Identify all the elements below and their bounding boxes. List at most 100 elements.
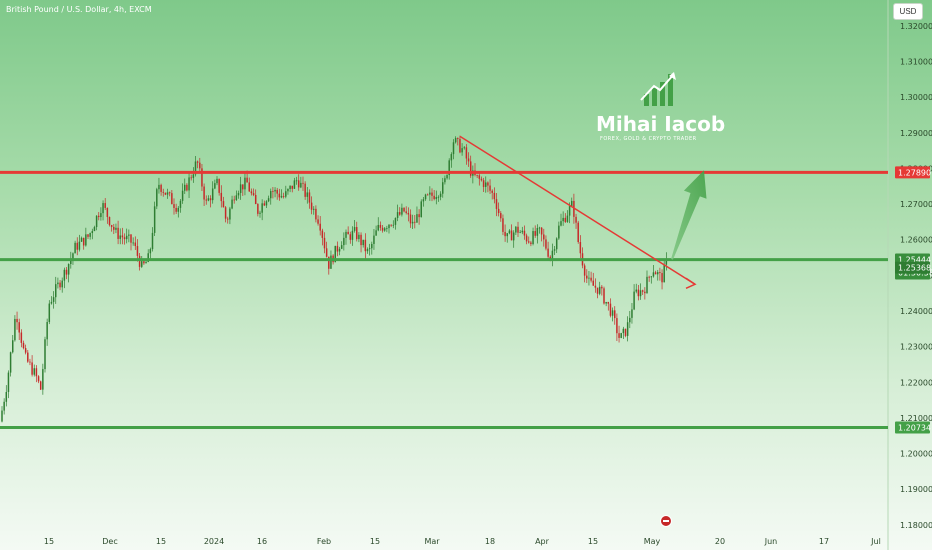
projection-up-arrow[interactable] bbox=[671, 170, 707, 260]
currency-button[interactable]: USD bbox=[893, 3, 923, 20]
candle-body bbox=[149, 249, 152, 254]
candle-body bbox=[538, 227, 541, 229]
symbol-title[interactable]: British Pound / U.S. Dollar, 4h, EXCM bbox=[6, 5, 152, 14]
candle-body bbox=[437, 196, 440, 198]
candle-body bbox=[401, 207, 403, 215]
candle-body bbox=[67, 264, 70, 275]
candle-body bbox=[229, 208, 231, 220]
candle-body bbox=[521, 230, 524, 233]
candle-body bbox=[540, 227, 543, 235]
time-tick-label: Jun bbox=[764, 537, 778, 546]
candle-body bbox=[222, 201, 225, 208]
candle-body bbox=[12, 340, 14, 353]
candle-body bbox=[603, 288, 605, 304]
candle-body bbox=[181, 190, 184, 201]
candle-body bbox=[304, 183, 306, 197]
candle-body bbox=[629, 317, 631, 323]
candle-body bbox=[276, 189, 278, 194]
candle-body bbox=[424, 194, 427, 200]
candle-body bbox=[586, 275, 588, 279]
candle-body bbox=[641, 290, 644, 292]
candle-body bbox=[113, 226, 115, 230]
candle-body bbox=[254, 194, 257, 205]
candle-body bbox=[82, 237, 85, 246]
candle-body bbox=[635, 289, 637, 292]
time-tick-label: 15 bbox=[156, 537, 166, 546]
price-tick-label: 1.27000 bbox=[900, 200, 932, 209]
candle-body bbox=[448, 160, 450, 176]
candle-body bbox=[515, 226, 517, 233]
candle-body bbox=[173, 204, 175, 208]
candle-body bbox=[65, 269, 68, 275]
candle-body bbox=[614, 310, 616, 319]
candle-body bbox=[136, 246, 139, 256]
candle-body bbox=[272, 191, 274, 192]
candle-body bbox=[399, 212, 401, 215]
candle-body bbox=[132, 242, 134, 244]
horizontal-levels[interactable] bbox=[0, 170, 888, 430]
candle-body bbox=[403, 207, 405, 212]
candle-body bbox=[306, 192, 309, 197]
candle-body bbox=[661, 273, 663, 283]
candle-body bbox=[392, 224, 395, 226]
candle-body bbox=[497, 208, 500, 214]
time-tick-label: 17 bbox=[819, 537, 829, 546]
candle-body bbox=[373, 235, 375, 244]
time-tick-label: Mar bbox=[424, 537, 440, 546]
candle-body bbox=[334, 245, 336, 263]
candle-body bbox=[469, 161, 472, 176]
candle-body bbox=[351, 230, 354, 240]
candle-body bbox=[147, 253, 149, 262]
candle-body bbox=[504, 231, 506, 237]
candle-body bbox=[125, 235, 128, 240]
candle-body bbox=[89, 233, 91, 237]
trendline[interactable] bbox=[459, 135, 696, 285]
candle-body bbox=[72, 253, 74, 259]
economic-event-flag-icon[interactable] bbox=[660, 515, 672, 527]
candle-body bbox=[18, 322, 20, 333]
candle-body bbox=[199, 162, 201, 169]
candle-body bbox=[184, 184, 186, 191]
candle-body bbox=[123, 237, 126, 240]
candle-body bbox=[151, 232, 154, 250]
candle-body bbox=[104, 203, 106, 208]
candle-body bbox=[9, 352, 12, 373]
candle-body bbox=[347, 231, 349, 235]
candle-body bbox=[439, 193, 442, 197]
candle-body bbox=[205, 199, 207, 201]
candle-body bbox=[156, 189, 158, 207]
candle-body bbox=[115, 227, 117, 230]
candle-body bbox=[252, 193, 255, 195]
candle-body bbox=[158, 184, 160, 190]
candle-body bbox=[76, 242, 78, 250]
candle-body bbox=[562, 217, 564, 222]
candle-body bbox=[482, 180, 485, 187]
time-tick-label: May bbox=[644, 537, 661, 546]
candle-body bbox=[160, 184, 162, 192]
drawings[interactable] bbox=[459, 135, 707, 289]
candle-body bbox=[657, 272, 659, 275]
candle-body bbox=[605, 301, 607, 304]
candle-body bbox=[336, 245, 339, 252]
candle-body bbox=[141, 261, 143, 267]
candle-body bbox=[50, 301, 53, 304]
candle-body bbox=[340, 245, 343, 249]
candle-body bbox=[244, 177, 246, 190]
candle-body bbox=[601, 286, 603, 289]
candle-body bbox=[33, 368, 35, 375]
resistance-level-tag-label: 1.27890 bbox=[898, 168, 931, 177]
candle-body bbox=[209, 198, 212, 201]
candle-body bbox=[310, 202, 313, 210]
candle-body bbox=[551, 250, 554, 259]
candle-body bbox=[130, 234, 132, 243]
candle-body bbox=[323, 237, 326, 249]
candle-body bbox=[588, 277, 590, 279]
candle-body bbox=[381, 227, 384, 231]
candle-body bbox=[360, 234, 362, 246]
price-tick-label: 1.23000 bbox=[900, 343, 932, 352]
candle-body bbox=[411, 221, 414, 224]
candle-body bbox=[476, 174, 478, 176]
candle-body bbox=[317, 219, 319, 224]
